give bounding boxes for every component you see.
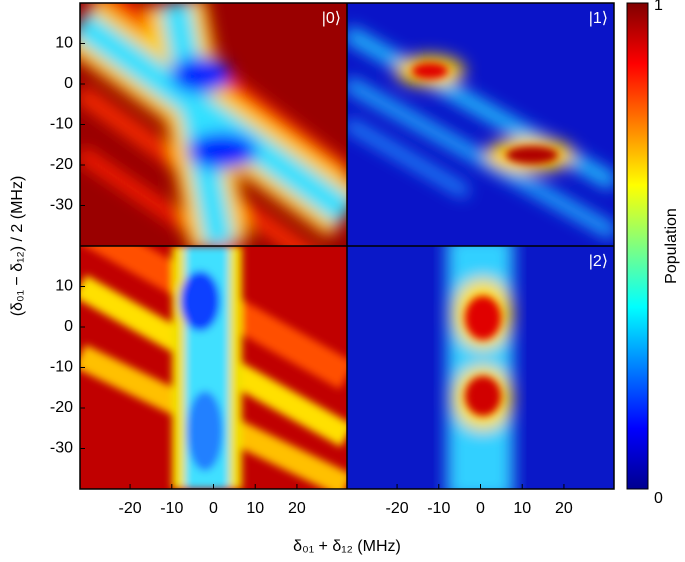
y-tick-label: -30 — [50, 197, 73, 214]
x-axis-label: δ₀₁ + δ₁₂ (MHz) — [293, 538, 401, 555]
panel-label: |1⟩ — [589, 10, 608, 27]
colorbar-tick-label: 0 — [654, 490, 663, 507]
x-tick-label: -20 — [386, 500, 409, 517]
heatmap-panel — [80, 246, 347, 489]
y-tick-label: 0 — [64, 318, 73, 335]
y-tick-label: -20 — [50, 399, 73, 416]
x-tick-label: -20 — [119, 500, 142, 517]
colorbar-tick-label: 1 — [654, 0, 663, 14]
y-tick-label: 0 — [64, 75, 73, 92]
y-tick-label: -30 — [50, 440, 73, 457]
colorbar-label: Population — [663, 208, 680, 284]
y-tick-label: -20 — [50, 156, 73, 173]
x-tick-label: 0 — [209, 500, 218, 517]
frames — [79, 2, 615, 490]
x-tick-label: 10 — [513, 500, 531, 517]
heatmap-panel — [347, 3, 614, 246]
x-tick-label: 0 — [476, 500, 485, 517]
x-tick-label: -10 — [160, 500, 183, 517]
heatmap-panel — [80, 3, 347, 246]
colorbar — [626, 2, 649, 490]
x-tick-label: -10 — [427, 500, 450, 517]
x-tick-label: 20 — [288, 500, 306, 517]
y-tick-label: 10 — [55, 35, 73, 52]
y-tick-label: -10 — [50, 116, 73, 133]
y-tick-label: 10 — [55, 278, 73, 295]
y-axis-label: (δ₀₁ − δ₁₂) / 2 (MHz) — [9, 176, 26, 317]
y-tick-label: -10 — [50, 359, 73, 376]
panel-label: |2⟩ — [589, 253, 608, 270]
heatmap-panel — [347, 246, 614, 489]
x-tick-label: 20 — [555, 500, 573, 517]
panel-label: |0⟩ — [322, 10, 341, 27]
x-tick-label: 10 — [246, 500, 264, 517]
